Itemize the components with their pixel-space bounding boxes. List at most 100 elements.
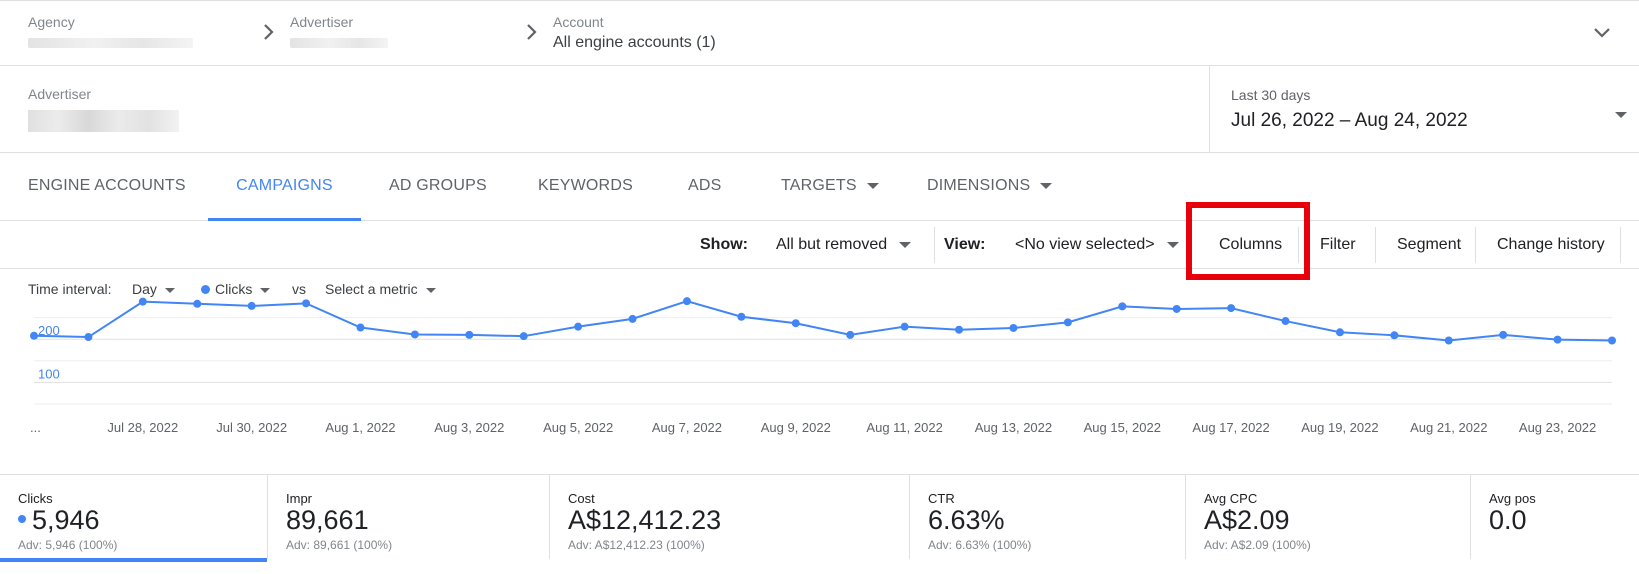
columns-button[interactable]: Columns xyxy=(1219,236,1283,253)
tab-engine-accounts[interactable]: ENGINE ACCOUNTS xyxy=(28,153,186,221)
compare-metric-dropdown[interactable]: Select a metric xyxy=(325,281,436,297)
data-point xyxy=(1009,323,1018,332)
scorecard-subtext: Adv: 89,661 (100%) xyxy=(286,538,393,552)
segment-button[interactable]: Segment xyxy=(1397,236,1462,253)
divider xyxy=(1375,227,1376,263)
data-point xyxy=(193,299,202,308)
scorecard-clicks[interactable]: Clicks 5,946 Adv: 5,946 (100%) xyxy=(0,475,268,562)
scorecard-name: Clicks xyxy=(18,491,53,506)
data-point xyxy=(138,297,147,306)
tab-campaigns[interactable]: CAMPAIGNS xyxy=(208,153,361,221)
tab-keywords[interactable]: KEYWORDS xyxy=(538,153,633,221)
columns-highlight-annotation xyxy=(1186,202,1310,280)
tab-label: ENGINE ACCOUNTS xyxy=(28,177,186,194)
breadcrumb-account[interactable]: Account All engine accounts (1) xyxy=(553,14,716,52)
y-tick-label: 100 xyxy=(38,366,60,381)
data-point xyxy=(30,331,38,340)
vs-label: vs xyxy=(292,281,306,297)
tab-ads[interactable]: ADS xyxy=(688,153,722,221)
x-tick-label: Jul 30, 2022 xyxy=(216,420,287,435)
time-interval-value: Day xyxy=(132,281,157,297)
scorecard-value-text: 5,946 xyxy=(32,505,100,535)
scorecard-name: Cost xyxy=(568,491,595,506)
divider xyxy=(1298,227,1299,263)
data-point xyxy=(1499,330,1508,339)
time-interval-label: Time interval: xyxy=(28,281,112,297)
data-point xyxy=(302,299,311,308)
table-toolbar: Show: All but removed View: <No view sel… xyxy=(0,221,1639,269)
data-point xyxy=(1444,336,1453,345)
view-selector-value: <No view selected> xyxy=(1015,236,1155,253)
scorecard-subtext: Adv: A$12,412.23 (100%) xyxy=(568,538,705,552)
data-point xyxy=(1281,317,1290,326)
data-point xyxy=(410,330,419,339)
y-tick-label: 200 xyxy=(38,323,60,338)
caret-down-icon xyxy=(866,182,879,189)
scorecard-value: 89,661 xyxy=(286,505,369,535)
advertiser-label: Advertiser xyxy=(28,86,92,102)
scorecard-ctr[interactable]: CTR 6.63% Adv: 6.63% (100%) xyxy=(910,475,1186,559)
redacted-agency-name xyxy=(28,38,193,48)
view-selector-dropdown[interactable]: <No view selected> xyxy=(1015,221,1179,269)
caret-down-icon xyxy=(1615,106,1627,124)
scorecard-avg-pos[interactable]: Avg pos 0.0 xyxy=(1471,475,1639,559)
data-point xyxy=(84,333,93,342)
primary-metric-dropdown[interactable]: Clicks xyxy=(201,281,271,297)
scorecard-subtext: Adv: A$2.09 (100%) xyxy=(1204,538,1311,552)
divider xyxy=(1475,227,1476,263)
redacted-advertiser-title xyxy=(28,110,179,132)
time-interval-dropdown[interactable]: Day xyxy=(132,281,175,297)
tab-label: AD GROUPS xyxy=(389,177,487,194)
x-tick-label: Aug 23, 2022 xyxy=(1519,420,1596,435)
scorecard-subtext: Adv: 6.63% (100%) xyxy=(928,538,1032,552)
data-point xyxy=(791,319,800,328)
x-tick-label: Aug 11, 2022 xyxy=(866,420,942,435)
breadcrumb-agency-label: Agency xyxy=(28,14,75,30)
breadcrumb: Agency Advertiser Account All engine acc… xyxy=(0,0,1639,66)
tab-label: KEYWORDS xyxy=(538,177,633,194)
tab-targets[interactable]: TARGETS xyxy=(781,153,879,221)
chevron-right-icon xyxy=(527,24,537,40)
data-point xyxy=(519,332,528,341)
date-range-label: Last 30 days xyxy=(1231,87,1311,103)
data-point xyxy=(574,322,583,331)
caret-down-icon xyxy=(1166,241,1179,248)
x-tick-label: Aug 9, 2022 xyxy=(761,420,831,435)
data-point xyxy=(1553,335,1562,344)
data-point xyxy=(1227,304,1236,313)
scorecard-name: Avg pos xyxy=(1489,491,1536,506)
caret-down-icon xyxy=(164,287,175,293)
scorecard-subtext: Adv: 5,946 (100%) xyxy=(18,538,118,552)
tab-ad-groups[interactable]: AD GROUPS xyxy=(389,153,487,221)
x-tick-label: Jul 28, 2022 xyxy=(107,420,178,435)
scorecard-cost[interactable]: Cost A$12,412.23 Adv: A$12,412.23 (100%) xyxy=(550,475,910,559)
caret-down-icon xyxy=(1040,182,1053,189)
scorecard-value: 6.63% xyxy=(928,505,1005,535)
scorecard-name: Avg CPC xyxy=(1204,491,1258,506)
scorecard-avg-cpc[interactable]: Avg CPC A$2.09 Adv: A$2.09 (100%) xyxy=(1186,475,1471,559)
tab-bar: ENGINE ACCOUNTS CAMPAIGNS AD GROUPS KEYW… xyxy=(0,153,1639,221)
data-point xyxy=(356,323,365,332)
scorecard-name: CTR xyxy=(928,491,955,506)
breadcrumb-agency[interactable]: Agency xyxy=(28,14,193,48)
data-point xyxy=(1608,336,1616,345)
selected-scorecard-indicator xyxy=(0,558,267,562)
tab-dimensions[interactable]: DIMENSIONS xyxy=(927,153,1053,221)
x-tick-label: Aug 1, 2022 xyxy=(325,420,395,435)
date-range-picker[interactable]: Last 30 days Jul 26, 2022 – Aug 24, 2022 xyxy=(1209,66,1639,153)
tab-label: TARGETS xyxy=(781,177,857,194)
tab-label: CAMPAIGNS xyxy=(236,177,333,194)
data-point xyxy=(1118,302,1127,311)
chevron-down-icon[interactable] xyxy=(1593,26,1611,40)
scorecard-value: A$2.09 xyxy=(1204,505,1290,535)
show-filter-dropdown[interactable]: All but removed xyxy=(776,221,912,269)
x-tick-label: Aug 19, 2022 xyxy=(1301,420,1378,435)
filter-button[interactable]: Filter xyxy=(1320,236,1356,253)
clicks-line-chart: 100 200 ... Jul 28, 2022 Jul 30, 2022 Aug 1,… xyxy=(30,297,1616,435)
scorecard-impressions[interactable]: Impr 89,661 Adv: 89,661 (100%) xyxy=(268,475,550,559)
data-point xyxy=(1390,331,1399,340)
caret-down-icon xyxy=(260,287,271,293)
change-history-button[interactable]: Change history xyxy=(1497,236,1605,253)
scorecard-name: Impr xyxy=(286,491,312,506)
breadcrumb-advertiser[interactable]: Advertiser xyxy=(290,14,388,48)
